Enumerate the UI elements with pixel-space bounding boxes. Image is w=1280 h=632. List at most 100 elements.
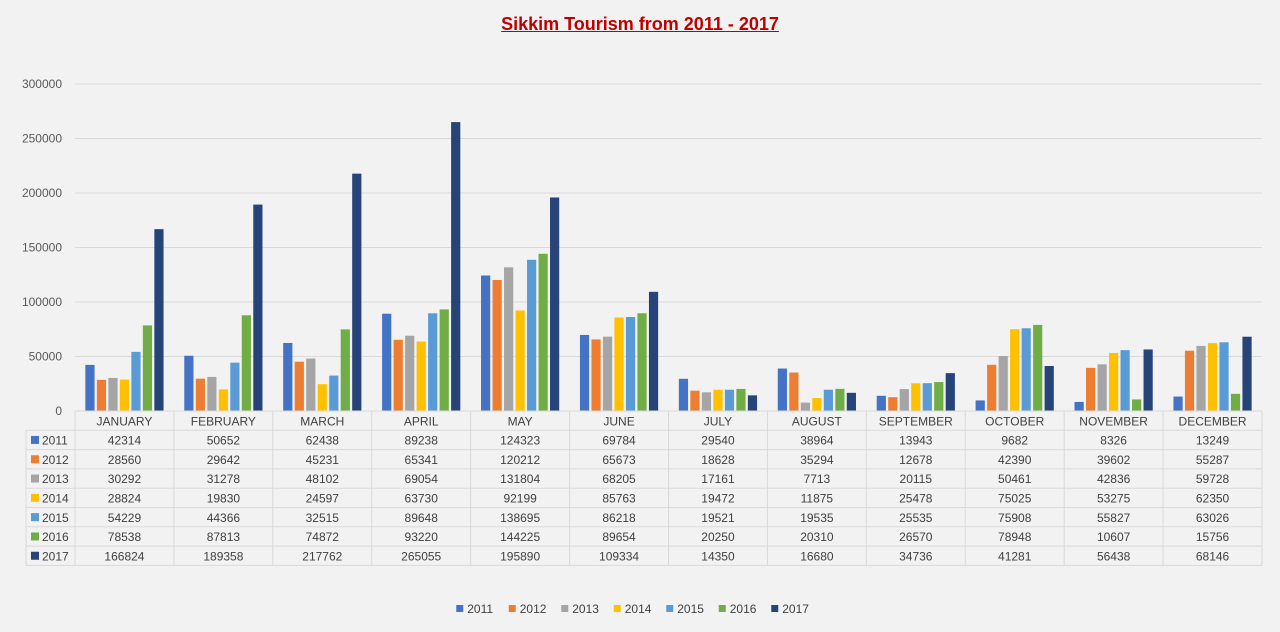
table-cell-value: 8326 (1100, 434, 1127, 448)
table-cell-value: 26570 (899, 530, 933, 544)
bar-2011-january (85, 364, 95, 411)
table-cell-value: 78948 (998, 530, 1032, 544)
table-cell-value: 14350 (701, 549, 735, 563)
bar-2013-september (899, 389, 909, 411)
table-cell-value: 189358 (203, 549, 243, 563)
table-cell-value: 20250 (701, 530, 735, 544)
table-cell-value: 45231 (306, 453, 340, 467)
bar-2011-august (777, 368, 787, 411)
table-cell-value: 53275 (1097, 492, 1131, 506)
table-cell-value: 28824 (108, 492, 142, 506)
bar-2013-april (405, 335, 415, 411)
table-cell-value: 89654 (602, 530, 636, 544)
bar-2013-august (800, 402, 810, 411)
table-cell-value: 35294 (800, 453, 834, 467)
table-series-label: 2012 (42, 453, 69, 467)
table-cell-value: 68146 (1196, 549, 1230, 563)
bar-2015-august (823, 389, 833, 411)
bar-2011-november (1074, 401, 1084, 411)
bar-2016-june (637, 313, 647, 411)
y-tick-label: 200000 (22, 186, 62, 200)
table-cell-value: 11875 (801, 492, 834, 506)
bar-2016-august (835, 388, 845, 411)
bar-2014-july (713, 389, 723, 411)
table-cell-value: 87813 (207, 530, 241, 544)
bar-2016-september (934, 382, 944, 411)
bar-2016-february (241, 315, 251, 411)
bar-2013-june (602, 336, 613, 411)
table-legend-key (31, 455, 39, 464)
bar-2012-june (591, 339, 601, 411)
table-cell-value: 19472 (701, 492, 735, 506)
bar-2011-september (876, 395, 886, 411)
table-cell-value: 78538 (108, 530, 142, 544)
table-cell-value: 7713 (804, 472, 831, 486)
table-cell-value: 217762 (302, 549, 342, 563)
category-label: JULY (704, 414, 732, 428)
bar-2017-april (451, 122, 461, 411)
bar-2012-may (492, 279, 502, 411)
y-tick-label: 150000 (22, 241, 62, 255)
category-label: NOVEMBER (1079, 414, 1148, 428)
legend-label: 2016 (730, 602, 757, 616)
table-cell-value: 50652 (207, 434, 241, 448)
table-cell-value: 74872 (306, 530, 340, 544)
table-cell-value: 54229 (108, 511, 142, 525)
category-label: JANUARY (97, 414, 153, 428)
table-cell-value: 55827 (1097, 511, 1131, 525)
bar-2012-october (987, 364, 997, 411)
legend-label: 2013 (572, 602, 599, 616)
bar-2014-december (1207, 343, 1218, 411)
bar-2014-june (614, 317, 624, 411)
table-cell-value: 30292 (108, 472, 142, 486)
table-cell-value: 62350 (1196, 492, 1230, 506)
bar-2014-january (119, 379, 130, 411)
y-tick-label: 250000 (22, 132, 62, 146)
table-cell-value: 48102 (306, 472, 340, 486)
table-cell-value: 124323 (500, 434, 540, 448)
bar-2015-january (131, 351, 141, 411)
bar-2011-october (975, 400, 985, 411)
legend-label: 2014 (625, 602, 652, 616)
y-tick-label: 0 (55, 404, 62, 418)
legend-label: 2015 (677, 602, 704, 616)
category-label: FEBRUARY (191, 414, 256, 428)
legend-swatch (456, 605, 464, 612)
table-cell-value: 65341 (405, 453, 439, 467)
bar-2017-october (1044, 366, 1054, 411)
bar-2016-december (1230, 393, 1241, 411)
table-legend-key (31, 435, 39, 444)
table-cell-value: 138695 (500, 511, 540, 525)
table-series-label: 2014 (42, 492, 69, 506)
bar-2011-july (678, 378, 689, 411)
bar-2015-september (922, 383, 932, 411)
table-cell-value: 265055 (401, 549, 441, 563)
table-cell-value: 69784 (602, 434, 636, 448)
bar-2017-march (352, 173, 362, 411)
legend-label: 2011 (467, 602, 493, 616)
table-cell-value: 12678 (899, 453, 933, 467)
legend-label: 2017 (782, 602, 809, 616)
bar-2012-september (888, 397, 898, 411)
table-cell-value: 31278 (207, 472, 241, 486)
bar-2011-may (481, 275, 491, 411)
y-tick-label: 300000 (22, 77, 62, 91)
bar-2012-february (195, 378, 205, 411)
legend-swatch (666, 605, 674, 612)
table-cell-value: 9682 (1001, 434, 1028, 448)
bar-2016-october (1033, 324, 1043, 411)
bar-2015-april (428, 313, 438, 411)
table-legend-key (31, 474, 39, 483)
table-cell-value: 75025 (998, 492, 1032, 506)
bar-2015-may (527, 259, 537, 411)
y-tick-label: 100000 (22, 295, 62, 309)
bar-2013-december (1196, 345, 1206, 411)
table-series-label: 2015 (42, 511, 69, 525)
table-cell-value: 13943 (899, 434, 933, 448)
table-cell-value: 42836 (1097, 472, 1131, 486)
bar-2015-july (724, 389, 735, 411)
table-series-label: 2011 (42, 434, 68, 448)
category-label: DECEMBER (1179, 414, 1247, 428)
table-cell-value: 34736 (899, 549, 933, 563)
table-cell-value: 28560 (108, 453, 142, 467)
